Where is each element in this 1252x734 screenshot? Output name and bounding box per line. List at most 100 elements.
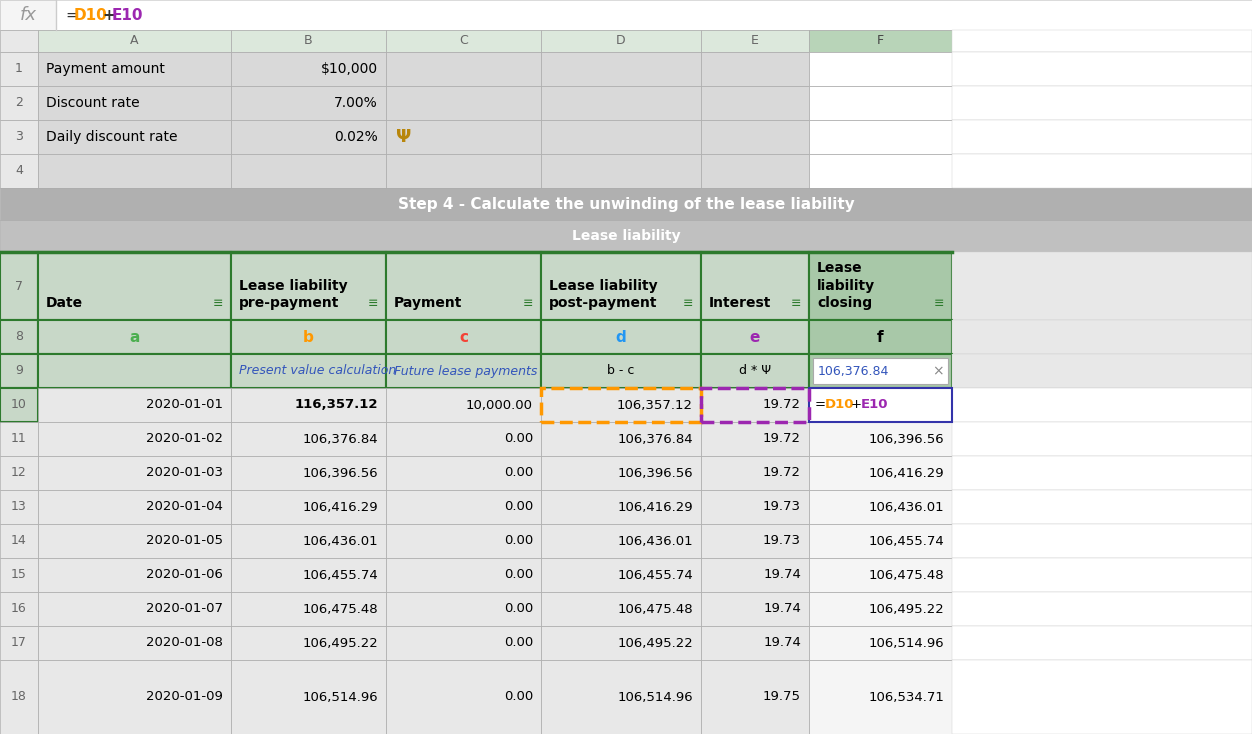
Bar [701,388,809,422]
Text: a: a [129,330,140,344]
Text: 106,416.29: 106,416.29 [303,501,378,514]
Bar [701,456,809,490]
Bar [701,354,809,388]
Text: 10,000.00: 10,000.00 [466,399,533,412]
Bar [952,592,1252,626]
Bar [0,490,38,524]
Text: C: C [459,34,468,48]
Bar [541,626,701,660]
Text: 15: 15 [11,569,28,581]
Bar [809,524,952,558]
Text: =: = [815,399,826,412]
Bar [38,388,232,422]
Text: 0.00: 0.00 [503,636,533,650]
Bar [386,490,541,524]
Text: Lease liability
pre-payment: Lease liability pre-payment [239,279,348,310]
Text: 106,396.56: 106,396.56 [303,467,378,479]
Text: 106,514.96: 106,514.96 [869,636,944,650]
Bar [809,388,952,422]
Bar [952,154,1252,188]
Bar [232,592,386,626]
Text: 19.74: 19.74 [764,569,801,581]
Text: 18: 18 [11,691,28,703]
Bar [952,660,1252,734]
Text: 2: 2 [15,96,23,109]
Text: E10: E10 [861,399,889,412]
Bar [809,30,952,52]
Bar [701,30,809,52]
Bar [386,86,541,120]
Text: 106,436.01: 106,436.01 [617,534,694,548]
Bar [809,52,952,86]
Bar [38,422,232,456]
Bar [0,626,38,660]
Bar [386,252,541,320]
Text: ≡: ≡ [213,297,223,310]
Bar [386,320,541,354]
Text: b: b [303,330,314,344]
Bar [952,388,1252,422]
Text: ≡: ≡ [934,297,944,310]
Text: 19.72: 19.72 [762,467,801,479]
Bar [38,524,232,558]
Text: 12: 12 [11,467,26,479]
Text: 19.73: 19.73 [762,501,801,514]
Bar [232,86,386,120]
Text: E: E [751,34,759,48]
Bar [386,626,541,660]
Text: +: + [851,399,861,412]
Text: 19.72: 19.72 [762,399,801,412]
Bar [232,422,386,456]
Bar [386,154,541,188]
Bar [38,456,232,490]
Bar [809,422,952,456]
Text: Discount rate: Discount rate [46,96,140,110]
Text: ≡: ≡ [790,297,801,310]
Text: b - c: b - c [607,365,635,377]
Text: Lease liability: Lease liability [572,229,680,243]
Text: Present value calculation: Present value calculation [239,365,396,377]
Text: Step 4 - Calculate the unwinding of the lease liability: Step 4 - Calculate the unwinding of the … [398,197,854,211]
Bar [809,592,952,626]
Text: 2020-01-01: 2020-01-01 [146,399,223,412]
Text: 3: 3 [15,131,23,144]
Bar [809,86,952,120]
Bar [0,0,1252,30]
Text: 1: 1 [15,62,23,76]
Text: Lease liability
post-payment: Lease liability post-payment [548,279,657,310]
Text: =: = [65,7,78,23]
Text: D: D [616,34,626,48]
Text: 106,416.29: 106,416.29 [869,467,944,479]
Text: 106,376.84: 106,376.84 [303,432,378,446]
Text: Payment: Payment [394,296,462,310]
Text: 11: 11 [11,432,26,446]
Bar [701,52,809,86]
Bar [232,252,386,320]
Bar [38,354,232,388]
Bar [0,220,1252,252]
Text: 0.00: 0.00 [503,501,533,514]
Bar [701,422,809,456]
Bar [809,660,952,734]
Bar [541,660,701,734]
Text: 106,495.22: 106,495.22 [868,603,944,616]
Bar [541,592,701,626]
Bar [38,252,232,320]
Bar [386,30,541,52]
Text: ×: × [933,364,944,378]
Bar [541,120,701,154]
Bar [0,592,38,626]
Text: 0.00: 0.00 [503,534,533,548]
Bar [701,592,809,626]
Bar [386,456,541,490]
Bar [701,120,809,154]
Bar [809,320,952,354]
Text: 10: 10 [11,399,28,412]
Text: 17: 17 [11,636,28,650]
Bar [0,154,38,188]
Text: 0.00: 0.00 [503,432,533,446]
Bar [38,154,232,188]
Bar [701,558,809,592]
Text: 106,495.22: 106,495.22 [617,636,694,650]
Text: A: A [130,34,139,48]
